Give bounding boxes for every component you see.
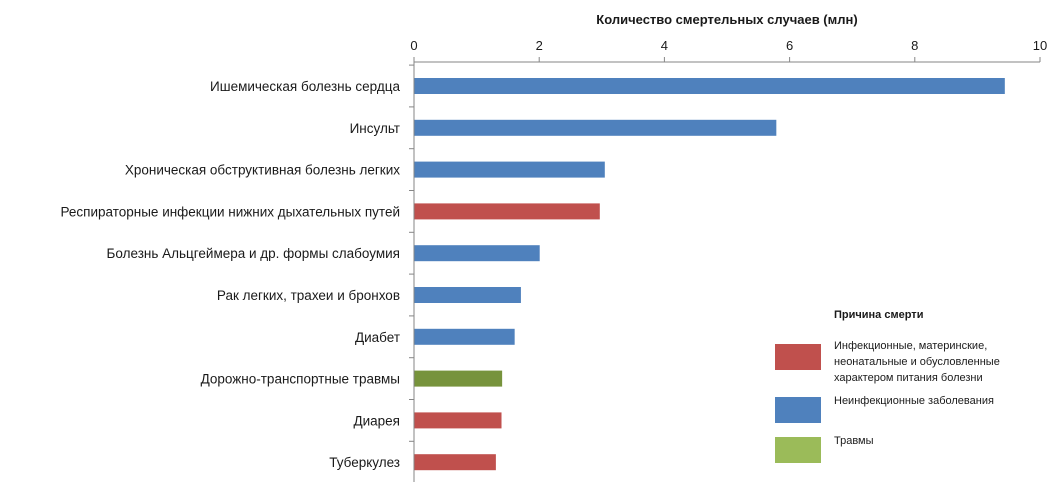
category-label: Ишемическая болезнь сердца <box>210 79 400 94</box>
category-label: Хроническая обструктивная болезнь легких <box>125 163 400 178</box>
bar <box>414 161 605 178</box>
legend-swatch <box>775 437 821 463</box>
x-axis-title: Количество смертельных случаев (млн) <box>596 12 857 27</box>
legend-label: неонатальные и обусловленные <box>834 356 1000 368</box>
x-tick-label: 2 <box>536 38 543 53</box>
legend: Причина смерти Инфекционные, материнские,… <box>775 309 1000 463</box>
x-tick-label: 4 <box>661 38 668 53</box>
category-label: Дорожно-транспортные травмы <box>201 372 400 387</box>
bar <box>414 203 600 220</box>
category-label: Инсульт <box>350 121 400 136</box>
bar <box>414 245 540 262</box>
category-label: Диабет <box>355 330 400 345</box>
category-label: Рак легких, трахеи и бронхов <box>217 288 400 303</box>
legend-label: Неинфекционные заболевания <box>834 395 994 407</box>
legend-swatch <box>775 344 821 370</box>
legend-label: Травмы <box>834 435 874 447</box>
x-tick-label: 10 <box>1033 38 1047 53</box>
legend-title: Причина смерти <box>834 309 923 321</box>
bar <box>414 119 777 136</box>
bar <box>414 78 1005 94</box>
x-tick-label: 6 <box>786 38 793 53</box>
bar <box>414 287 521 303</box>
legend-label: характером питания болезни <box>834 372 983 384</box>
bar <box>414 370 503 387</box>
category-labels: Ишемическая болезнь сердца Инсульт Хрониче… <box>60 79 400 470</box>
x-tick-label: 0 <box>410 38 417 53</box>
x-tick-label: 8 <box>911 38 918 53</box>
bar <box>414 412 502 429</box>
category-label: Болезнь Альцгеймера и др. формы слабоуми… <box>107 246 400 261</box>
category-label: Респираторные инфекции нижних дыхательны… <box>60 204 400 219</box>
axis: 0 2 4 6 8 10 <box>409 38 1047 482</box>
bars <box>414 78 1005 471</box>
legend-label: Инфекционные, материнские, <box>834 340 987 352</box>
bar <box>414 328 515 345</box>
category-label: Туберкулез <box>329 455 400 470</box>
bar <box>414 454 496 471</box>
category-label: Диарея <box>353 413 400 428</box>
legend-swatch <box>775 397 821 423</box>
